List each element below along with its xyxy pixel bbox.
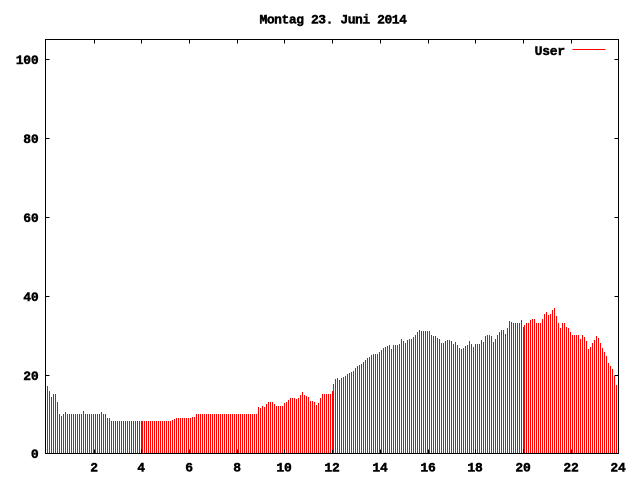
svg-text:10: 10	[276, 461, 292, 476]
svg-text:20: 20	[23, 369, 39, 384]
svg-text:22: 22	[563, 461, 579, 476]
svg-text:8: 8	[233, 461, 241, 476]
svg-text:User: User	[535, 44, 565, 59]
svg-text:16: 16	[420, 461, 436, 476]
svg-text:20: 20	[515, 461, 531, 476]
svg-text:6: 6	[185, 461, 193, 476]
svg-text:60: 60	[23, 211, 39, 226]
svg-text:18: 18	[467, 461, 483, 476]
svg-text:2: 2	[90, 461, 98, 476]
svg-text:40: 40	[23, 290, 39, 305]
svg-text:4: 4	[137, 461, 145, 476]
svg-text:Montag 23. Juni 2014: Montag 23. Juni 2014	[259, 13, 407, 28]
svg-text:12: 12	[324, 461, 340, 476]
svg-text:0: 0	[31, 447, 39, 462]
svg-text:24: 24	[610, 461, 626, 476]
svg-text:100: 100	[16, 53, 39, 68]
svg-text:14: 14	[372, 461, 388, 476]
svg-text:80: 80	[23, 132, 39, 147]
